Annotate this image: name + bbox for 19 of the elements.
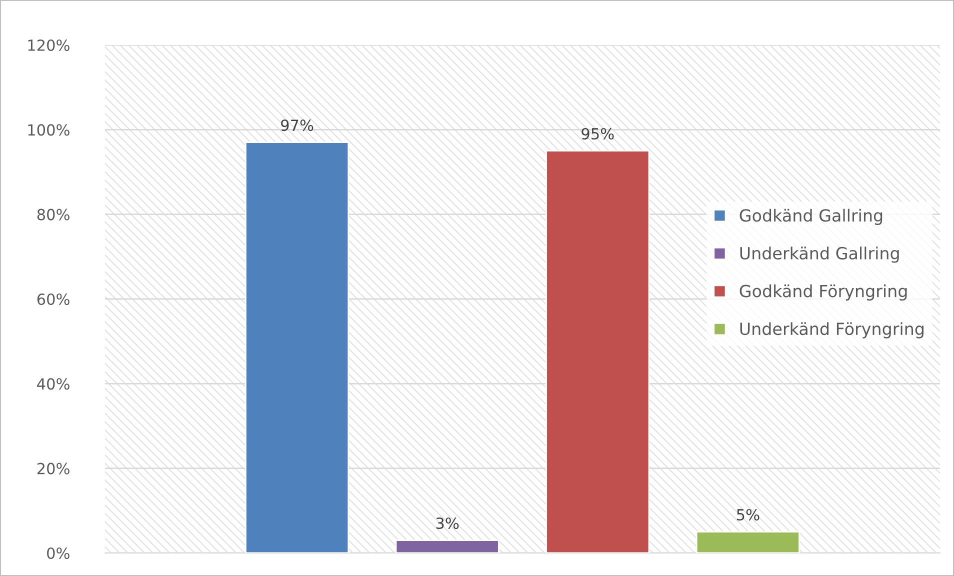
bar (395, 540, 500, 553)
y-tick-label: 80% (37, 208, 70, 220)
y-tick-label: 120% (28, 39, 70, 52)
y-tick-label: 0% (47, 547, 70, 560)
legend-label: Underkänd Föryngring (740, 322, 924, 338)
text: 95% (582, 128, 614, 140)
y-tick-label: 20% (37, 462, 70, 474)
y-tick-label: 100% (28, 124, 70, 136)
legend-label: Godkänd Gallring (740, 208, 882, 225)
y-tick-label: 60% (37, 293, 70, 306)
legend-label: Godkänd Föryngring (740, 284, 907, 301)
y-tick-label: 40% (37, 378, 70, 390)
text: 5% (737, 508, 760, 521)
text: 97% (281, 120, 314, 132)
bar (245, 142, 350, 553)
bar (696, 531, 800, 553)
text: 3% (436, 517, 459, 530)
bar (546, 150, 650, 553)
legend-label: Underkänd Gallring (740, 246, 899, 263)
